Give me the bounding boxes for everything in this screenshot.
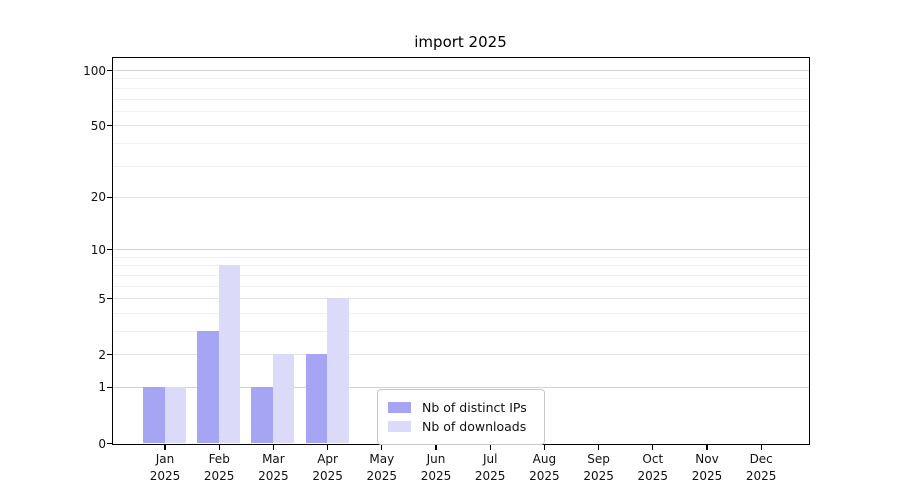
minor-gridline: [112, 312, 809, 314]
x-tick-mark: [272, 445, 275, 450]
y-tick-mark: [106, 196, 112, 199]
bar-nb-of-downloads-jan: [164, 386, 186, 443]
minor-gridline: [112, 265, 809, 267]
legend-label: Nb of distinct IPs: [422, 400, 527, 415]
minor-gridline: [112, 78, 809, 80]
bar-nb-of-downloads-apr: [327, 298, 349, 443]
plot-area: [111, 56, 810, 445]
minor-gridline: [112, 165, 809, 167]
x-tick-label: Mar 2025: [258, 452, 289, 483]
x-tick-label: Oct 2025: [637, 452, 669, 483]
x-tick-label: Jan 2025: [149, 452, 181, 483]
bar-nb-of-distinct-ips-feb: [197, 330, 219, 443]
minor-gridline: [112, 274, 809, 276]
chart-title: import 2025: [414, 33, 507, 51]
y-tick-label: 50: [90, 118, 106, 133]
x-tick-mark: [543, 445, 546, 450]
bar-nb-of-distinct-ips-jan: [143, 386, 165, 443]
y-tick-mark: [106, 386, 112, 389]
y-tick-label: 10: [90, 242, 106, 257]
y-tick-label: 20: [90, 190, 106, 205]
y-tick-label: 5: [98, 291, 106, 306]
bar-nb-of-distinct-ips-mar: [251, 386, 273, 443]
y-tick-mark: [106, 249, 112, 251]
minor-gridline: [112, 285, 809, 287]
major-gridline: [112, 196, 809, 198]
y-tick-mark: [106, 298, 112, 300]
y-tick-mark: [106, 442, 112, 445]
x-tick-mark: [760, 445, 762, 450]
x-tick-mark: [164, 445, 166, 450]
minor-gridline: [112, 98, 809, 100]
legend-swatch: [388, 402, 411, 413]
x-tick-label: Jun 2025: [420, 452, 452, 483]
major-gridline: [112, 298, 809, 300]
x-tick-label: Aug 2025: [529, 452, 560, 483]
x-tick-label: Apr 2025: [312, 452, 343, 483]
major-gridline: [112, 125, 809, 127]
y-tick-label: 100: [83, 63, 106, 78]
x-tick-label: May 2025: [366, 452, 398, 483]
y-tick-label: 0: [98, 436, 106, 451]
x-tick-mark: [706, 445, 708, 450]
major-gridline: [112, 354, 809, 356]
x-tick-mark: [652, 445, 654, 450]
x-tick-label: Jul 2025: [474, 452, 506, 483]
legend: Nb of distinct IPs Nb of downloads: [377, 389, 545, 445]
x-tick-label: Sep 2025: [583, 452, 614, 483]
legend-item: Nb of distinct IPs: [388, 399, 534, 416]
y-tick-mark: [106, 69, 112, 72]
x-tick-mark: [381, 445, 383, 450]
legend-label: Nb of downloads: [422, 419, 527, 434]
y-tick-label: 2: [98, 347, 106, 362]
x-tick-label: Dec 2025: [745, 452, 777, 483]
major-gridline: [112, 386, 809, 388]
y-tick-mark: [106, 125, 112, 127]
x-tick-mark: [218, 445, 220, 450]
major-gridline: [112, 249, 809, 251]
x-tick-mark: [597, 445, 600, 450]
x-tick-label: Feb 2025: [203, 452, 235, 483]
y-tick-label: 1: [98, 380, 106, 395]
bar-nb-of-downloads-feb: [218, 265, 241, 443]
legend-swatch: [388, 421, 411, 432]
y-tick-mark: [106, 354, 112, 356]
legend-item: Nb of downloads: [388, 418, 534, 435]
minor-gridline: [112, 87, 809, 89]
x-tick-label: Nov 2025: [691, 452, 723, 483]
minor-gridline: [112, 256, 809, 258]
x-tick-mark: [326, 445, 329, 450]
minor-gridline: [112, 330, 809, 332]
x-tick-mark: [489, 445, 491, 450]
minor-gridline: [112, 142, 809, 144]
minor-gridline: [112, 110, 809, 112]
major-gridline: [112, 70, 809, 72]
bar-nb-of-downloads-mar: [272, 354, 295, 443]
bar-nb-of-distinct-ips-apr: [305, 354, 328, 443]
x-tick-mark: [435, 445, 437, 450]
